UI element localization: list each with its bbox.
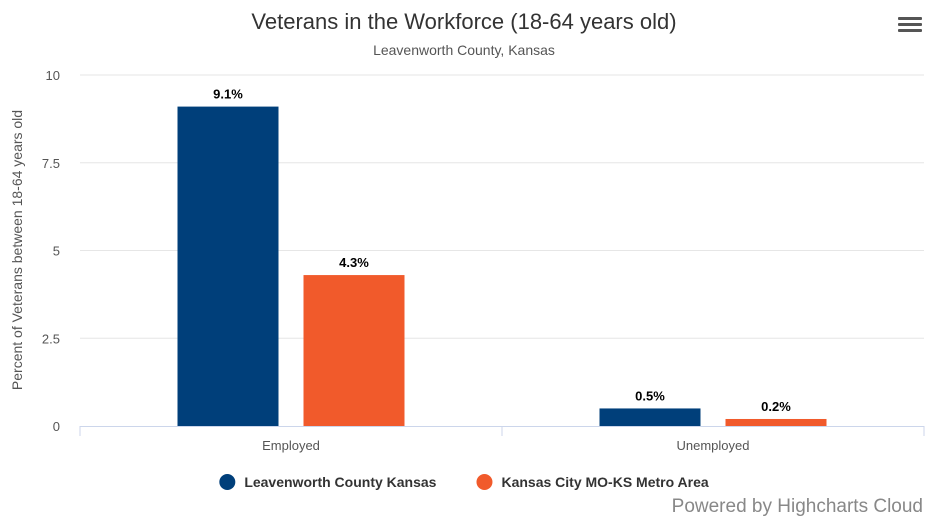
y-axis-ticks: 0 2.5 5 7.5 10 (42, 68, 60, 434)
y-tick-label: 5 (53, 244, 60, 259)
bar[interactable] (726, 419, 827, 426)
data-label: 0.5% (635, 388, 665, 403)
data-label: 0.2% (761, 399, 791, 414)
data-label: 9.1% (213, 87, 243, 102)
legend-label: Kansas City MO-KS Metro Area (501, 474, 708, 490)
data-label: 4.3% (339, 255, 369, 270)
legend-label: Leavenworth County Kansas (244, 474, 436, 490)
legend-item[interactable]: Leavenworth County Kansas (219, 474, 436, 490)
bar[interactable] (600, 408, 701, 426)
y-tick-label: 10 (46, 68, 60, 83)
chart-title: Veterans in the Workforce (18-64 years o… (251, 9, 676, 34)
legend-item[interactable]: Kansas City MO-KS Metro Area (476, 474, 708, 490)
x-tick-label: Unemployed (677, 438, 750, 453)
y-axis-title: Percent of Veterans between 18-64 years … (9, 110, 25, 390)
y-tick-label: 0 (53, 419, 60, 434)
x-tick-label: Employed (262, 438, 320, 453)
x-axis: Employed Unemployed (80, 426, 924, 453)
bars: 9.1% 0.5% 4.3% 0.2% (178, 87, 827, 426)
legend-marker (219, 474, 235, 490)
legend-marker (476, 474, 492, 490)
hamburger-menu-icon[interactable] (898, 14, 922, 36)
legend: Leavenworth County Kansas Kansas City MO-… (219, 474, 709, 490)
bar[interactable] (178, 107, 279, 426)
y-tick-label: 2.5 (42, 331, 60, 346)
chart-subtitle: Leavenworth County, Kansas (373, 42, 555, 58)
credits-link[interactable]: Powered by Highcharts Cloud (672, 496, 923, 518)
y-tick-label: 7.5 (42, 156, 60, 171)
bar[interactable] (304, 275, 405, 426)
